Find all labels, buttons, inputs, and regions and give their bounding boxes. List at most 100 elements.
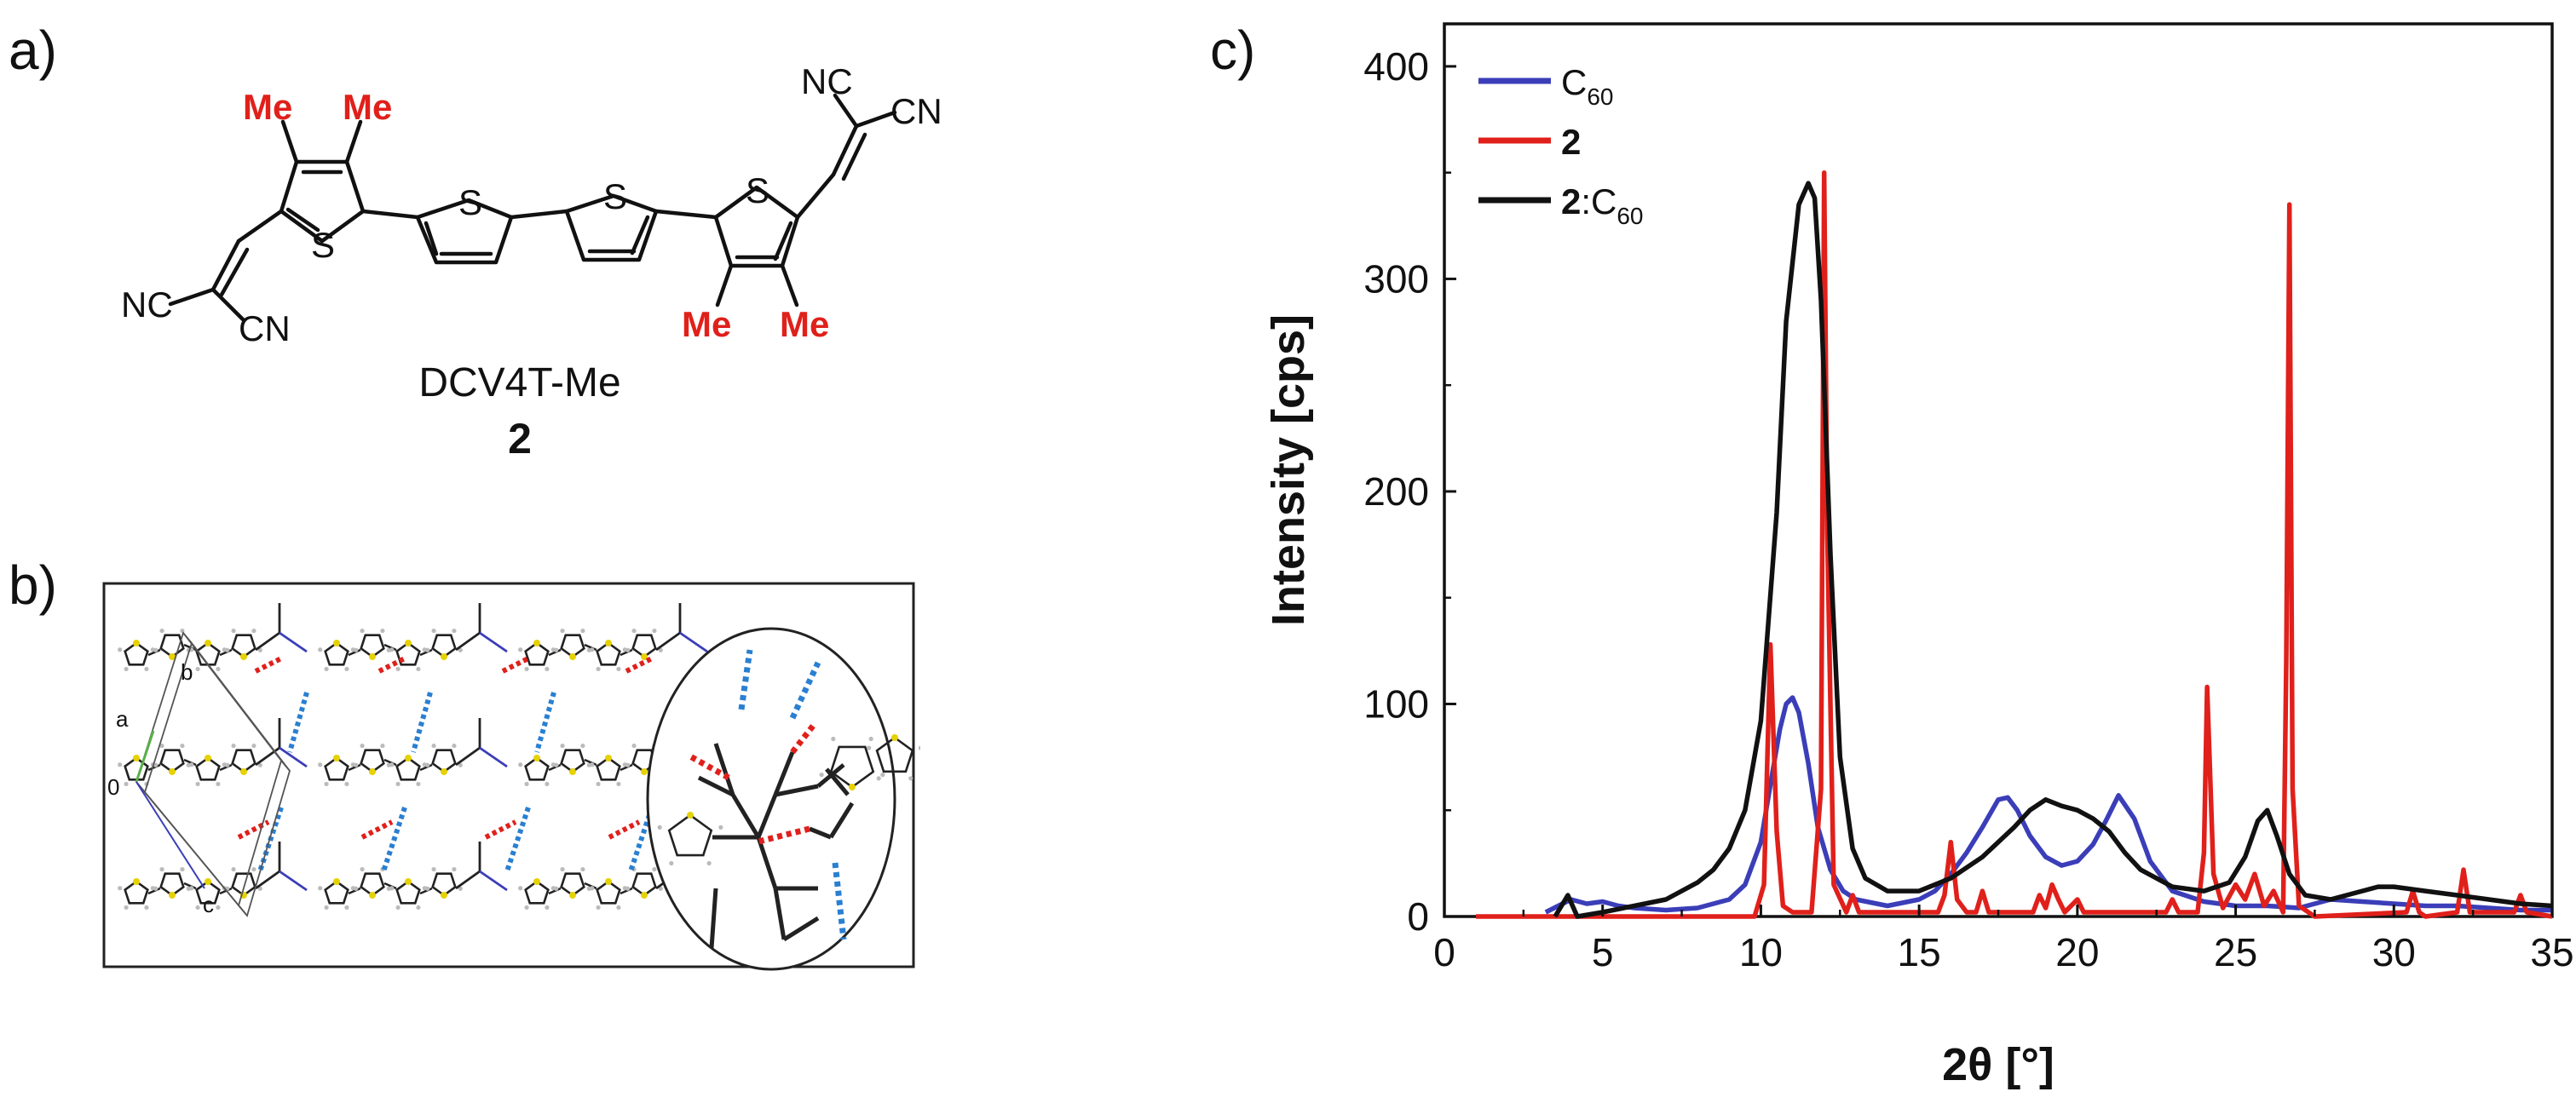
hbond-blue bbox=[534, 692, 556, 753]
sulfur-atom bbox=[205, 878, 211, 885]
hydrogen-atom bbox=[590, 762, 595, 767]
sulfur-atom bbox=[205, 640, 211, 646]
hydrogen-atom bbox=[452, 628, 457, 634]
hydrogen-atom bbox=[389, 647, 395, 652]
bond bbox=[828, 802, 855, 839]
hydrogen-atom bbox=[225, 647, 230, 652]
thiophene-ring bbox=[395, 641, 421, 666]
x-tick-label: 35 bbox=[2530, 930, 2573, 974]
thiophene-ring bbox=[560, 872, 585, 897]
legend-label: C60 bbox=[1561, 62, 1614, 110]
hydrogen-atom bbox=[596, 666, 601, 672]
hydrogen-atom bbox=[216, 781, 221, 787]
hbond-blue bbox=[789, 661, 821, 720]
legend-label: 2:C60 bbox=[1561, 181, 1644, 229]
bond bbox=[773, 751, 795, 796]
hydrogen-atom bbox=[554, 762, 559, 767]
hydrogen-atom bbox=[216, 905, 221, 911]
hydrogen-atom bbox=[231, 743, 236, 749]
legend-label-main: 2 bbox=[1561, 122, 1581, 162]
x-tick-label: 10 bbox=[1739, 930, 1783, 974]
bond bbox=[775, 784, 819, 797]
packed-molecule bbox=[118, 603, 308, 672]
thiophene-ring bbox=[324, 641, 349, 666]
sulfur-atom bbox=[369, 768, 376, 775]
panel-label-a: a) bbox=[9, 20, 57, 81]
bond bbox=[773, 888, 787, 940]
hydrogen-atom bbox=[144, 905, 149, 911]
hydrogen-atom bbox=[880, 773, 885, 778]
thiophene-ring bbox=[231, 749, 256, 773]
hydrogen-atom bbox=[360, 628, 365, 634]
hydrogen-atom bbox=[658, 647, 663, 652]
hydrogen-atom bbox=[231, 866, 236, 872]
thiophene-ring bbox=[631, 872, 657, 897]
x-tick-label: 25 bbox=[2214, 930, 2257, 974]
sulfur-atom bbox=[441, 653, 447, 660]
legend-label-main: 2 bbox=[1561, 181, 1581, 221]
hbond-red bbox=[484, 819, 517, 840]
hydrogen-atom bbox=[324, 905, 329, 911]
series-line-2 bbox=[1476, 170, 2553, 919]
x-tick-label: 15 bbox=[1898, 930, 1941, 974]
hydrogen-atom bbox=[153, 647, 158, 652]
thiophene-ring bbox=[324, 756, 349, 781]
thiophene-ring bbox=[124, 641, 149, 666]
hydrogen-atom bbox=[159, 628, 164, 634]
hydrogen-atom bbox=[596, 781, 601, 787]
packed-molecule bbox=[118, 718, 308, 787]
hbond-red bbox=[625, 656, 654, 674]
sulfur-atom bbox=[169, 892, 176, 899]
sulfur-atom bbox=[169, 768, 176, 775]
hydrogen-atom bbox=[616, 666, 621, 672]
hydrogen-atom bbox=[560, 866, 565, 872]
packed-molecule bbox=[318, 842, 508, 911]
hydrogen-atom bbox=[180, 628, 185, 634]
sulfur-atom bbox=[569, 768, 576, 775]
methyl-label-4: Me bbox=[780, 304, 829, 344]
hydrogen-atom bbox=[324, 781, 329, 787]
hydrogen-atom bbox=[545, 781, 550, 787]
methyl-label-2: Me bbox=[343, 87, 392, 127]
hbond-red bbox=[608, 819, 641, 840]
hbond-red bbox=[790, 722, 816, 755]
hydrogen-atom bbox=[251, 628, 256, 634]
thiophene-ring bbox=[195, 756, 221, 781]
sulfur-atom bbox=[205, 755, 211, 761]
hydrogen-atom bbox=[195, 905, 200, 911]
series-line-2-c60 bbox=[1553, 181, 2553, 919]
plot-frame bbox=[1443, 22, 2554, 918]
sulfur-label-ring-3: S bbox=[603, 176, 627, 216]
hydrogen-atom bbox=[431, 866, 436, 872]
hydrogen-atom bbox=[518, 762, 523, 767]
hydrogen-atom bbox=[257, 647, 262, 652]
hydrogen-atom bbox=[554, 647, 559, 652]
hydrogen-atom bbox=[718, 825, 723, 830]
thiophene-ring bbox=[324, 880, 349, 905]
sulfur-label-ring-4: S bbox=[746, 170, 769, 210]
hydrogen-atom bbox=[545, 666, 550, 672]
hydrogen-atom bbox=[344, 781, 349, 787]
thiophene-ring bbox=[431, 749, 457, 773]
hydrogen-atom bbox=[159, 866, 164, 872]
bond bbox=[825, 767, 850, 796]
hydrogen-atom bbox=[144, 666, 149, 672]
sulfur-atom bbox=[133, 640, 140, 646]
thiophene-ring bbox=[159, 634, 185, 658]
bond bbox=[756, 794, 778, 838]
hydrogen-atom bbox=[344, 905, 349, 911]
methyl-label-1: Me bbox=[243, 87, 292, 127]
sulfur-atom bbox=[641, 653, 648, 660]
hydrogen-atom bbox=[652, 628, 657, 634]
hydrogen-atom bbox=[395, 781, 401, 787]
hydrogen-atom bbox=[251, 743, 256, 749]
hydrogen-atom bbox=[180, 743, 185, 749]
hydrogen-atom bbox=[189, 886, 194, 891]
hbond-red bbox=[501, 656, 530, 674]
hydrogen-atom bbox=[425, 762, 430, 767]
sulfur-atom bbox=[169, 653, 176, 660]
bond bbox=[782, 916, 820, 942]
hydrogen-atom bbox=[554, 886, 559, 891]
sulfur-atom bbox=[533, 755, 540, 761]
